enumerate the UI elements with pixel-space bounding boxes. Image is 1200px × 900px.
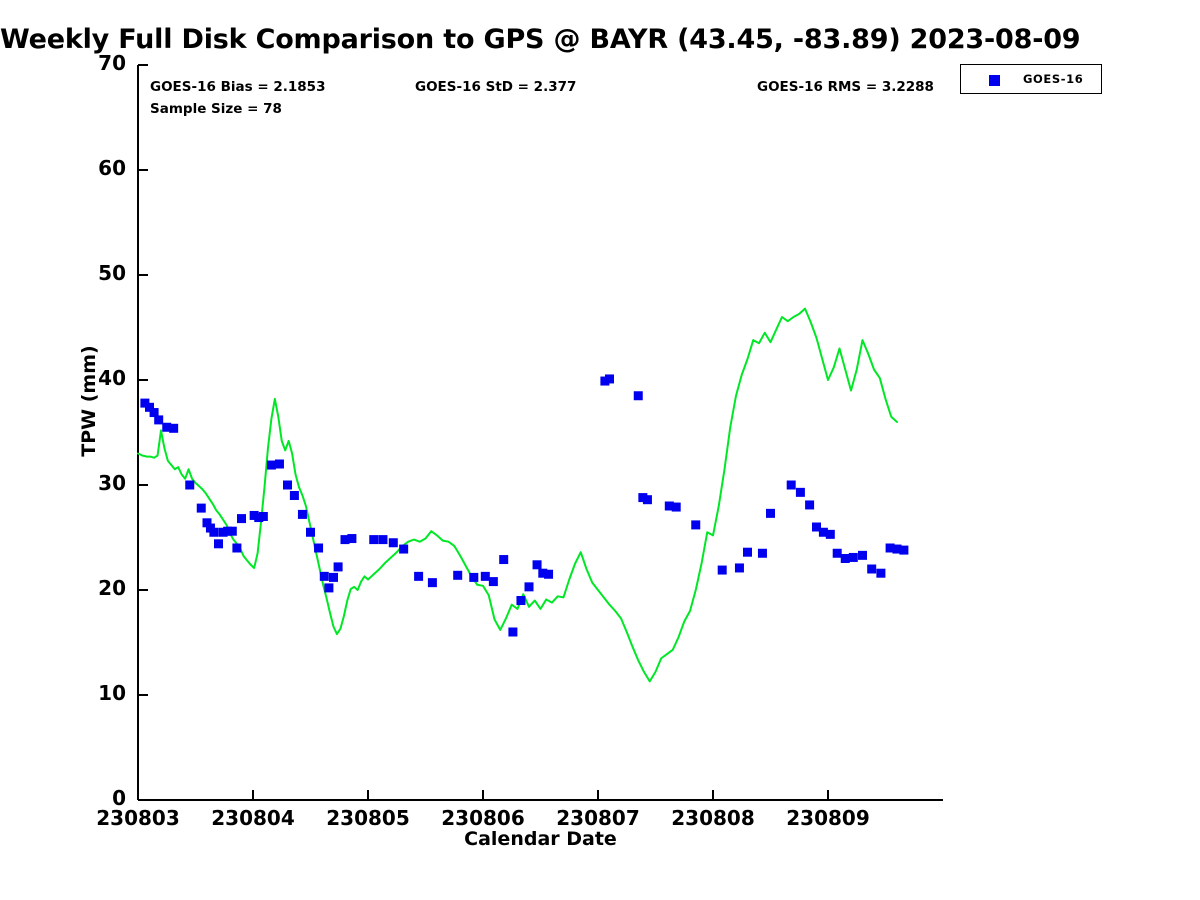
stat-bias: GOES-16 Bias = 2.1853 — [150, 79, 326, 95]
stat-std: GOES-16 StD = 2.377 — [415, 79, 577, 95]
y-tick-40: 40 — [98, 366, 126, 390]
x-tick-230806: 230806 — [441, 806, 525, 830]
chart-legend: GOES-16 — [960, 64, 1102, 94]
chart-title: Weekly Full Disk Comparison to GPS @ BAY… — [0, 24, 1081, 55]
gps-line-series — [137, 307, 898, 683]
y-tick-20: 20 — [98, 576, 126, 600]
x-tick-230804: 230804 — [211, 806, 295, 830]
x-axis-label: Calendar Date — [464, 828, 617, 850]
axis-lines — [137, 65, 943, 801]
x-tick-230805: 230805 — [326, 806, 410, 830]
y-tick-30: 30 — [98, 471, 126, 495]
y-tick-50: 50 — [98, 261, 126, 285]
y-tick-10: 10 — [98, 681, 126, 705]
x-tick-230803: 230803 — [96, 806, 180, 830]
legend-swatch-goes16 — [989, 75, 1000, 86]
legend-label-goes16: GOES-16 — [1023, 72, 1084, 86]
stat-rms: GOES-16 RMS = 3.2288 — [757, 79, 934, 95]
y-tick-60: 60 — [98, 156, 126, 180]
y-axis-label: TPW (mm) — [78, 345, 100, 457]
x-tick-230807: 230807 — [556, 806, 640, 830]
y-tick-0: 0 — [112, 786, 126, 810]
goes16-scatter-series — [140, 374, 909, 637]
axis-tick-marks — [137, 64, 829, 801]
x-tick-230809: 230809 — [786, 806, 870, 830]
y-tick-70: 70 — [98, 51, 126, 75]
stat-sample-size: Sample Size = 78 — [150, 101, 282, 117]
x-tick-230808: 230808 — [671, 806, 755, 830]
